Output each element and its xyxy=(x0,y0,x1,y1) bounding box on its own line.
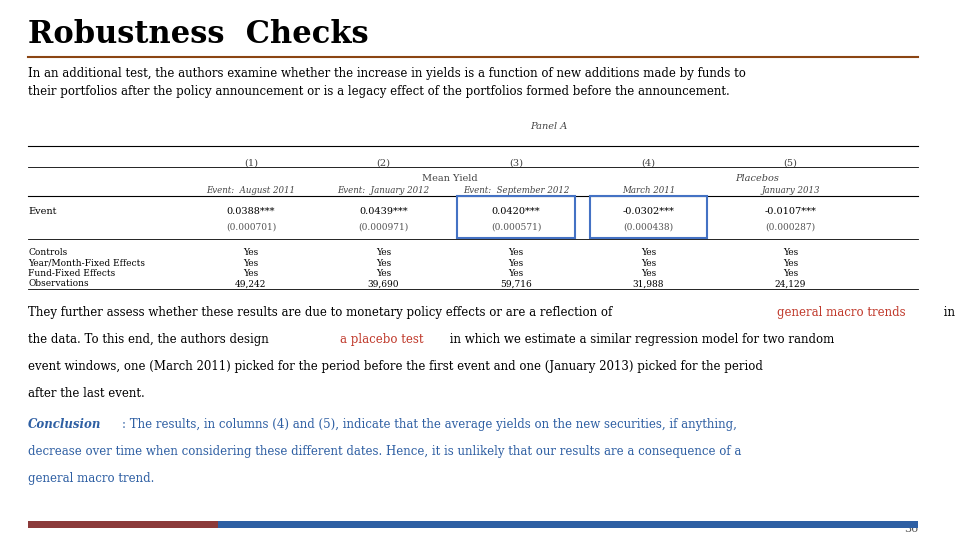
Text: (5): (5) xyxy=(783,158,798,167)
Text: Event: Event xyxy=(29,207,57,216)
Text: 36: 36 xyxy=(904,523,919,534)
Text: Placebos: Placebos xyxy=(735,174,780,184)
Text: (0.000438): (0.000438) xyxy=(623,223,674,232)
Text: Yes: Yes xyxy=(243,248,258,258)
Text: Yes: Yes xyxy=(375,259,391,268)
Text: 59,716: 59,716 xyxy=(500,279,532,288)
Text: Yes: Yes xyxy=(783,248,798,258)
Text: Year/Month-Fixed Effects: Year/Month-Fixed Effects xyxy=(29,259,145,268)
Text: Yes: Yes xyxy=(243,259,258,268)
Text: Event:  September 2012: Event: September 2012 xyxy=(463,186,569,195)
Text: a placebo test: a placebo test xyxy=(340,333,423,346)
Text: 0.0420***: 0.0420*** xyxy=(492,207,540,216)
Text: (1): (1) xyxy=(244,158,258,167)
Text: Yes: Yes xyxy=(641,248,657,258)
Text: 39,690: 39,690 xyxy=(368,279,399,288)
Text: (0.000571): (0.000571) xyxy=(491,223,541,232)
Text: (3): (3) xyxy=(509,158,523,167)
Text: March 2011: March 2011 xyxy=(622,186,675,195)
Text: decrease over time when considering these different dates. Hence, it is unlikely: decrease over time when considering thes… xyxy=(29,445,742,458)
Text: 31,988: 31,988 xyxy=(633,279,664,288)
Text: (0.000287): (0.000287) xyxy=(765,223,816,232)
Text: Mean Yield: Mean Yield xyxy=(421,174,477,184)
Text: Yes: Yes xyxy=(375,248,391,258)
Text: (4): (4) xyxy=(641,158,656,167)
Text: January 2013: January 2013 xyxy=(761,186,820,195)
Text: -0.0107***: -0.0107*** xyxy=(765,207,817,216)
Text: 24,129: 24,129 xyxy=(775,279,806,288)
Text: (0.000701): (0.000701) xyxy=(226,223,276,232)
Text: Conclusion: Conclusion xyxy=(29,418,102,431)
Text: (0.000971): (0.000971) xyxy=(358,223,409,232)
Text: (2): (2) xyxy=(376,158,391,167)
Text: general macro trend.: general macro trend. xyxy=(29,472,155,485)
Text: in which we estimate a similar regression model for two random: in which we estimate a similar regressio… xyxy=(445,333,834,346)
Text: event windows, one (March 2011) picked for the period before the first event and: event windows, one (March 2011) picked f… xyxy=(29,360,763,373)
Text: Event:  August 2011: Event: August 2011 xyxy=(206,186,296,195)
Text: Yes: Yes xyxy=(641,269,657,278)
Text: Yes: Yes xyxy=(509,259,523,268)
Text: : The results, in columns (4) and (5), indicate that the average yields on the n: : The results, in columns (4) and (5), i… xyxy=(122,418,736,431)
Text: Yes: Yes xyxy=(375,269,391,278)
Text: Yes: Yes xyxy=(509,269,523,278)
Text: Event:  January 2012: Event: January 2012 xyxy=(337,186,429,195)
Text: -0.0302***: -0.0302*** xyxy=(623,207,675,216)
Text: Yes: Yes xyxy=(783,259,798,268)
Text: general macro trends: general macro trends xyxy=(777,306,905,319)
Text: in: in xyxy=(941,306,955,319)
Text: after the last event.: after the last event. xyxy=(29,387,145,400)
Text: Controls: Controls xyxy=(29,248,67,258)
Text: Yes: Yes xyxy=(243,269,258,278)
Text: Panel A: Panel A xyxy=(531,122,567,131)
Text: Robustness  Checks: Robustness Checks xyxy=(29,19,369,50)
Bar xyxy=(29,521,218,528)
Text: Yes: Yes xyxy=(783,269,798,278)
Text: They further assess whether these results are due to monetary policy effects or : They further assess whether these result… xyxy=(29,306,616,319)
Text: 49,242: 49,242 xyxy=(235,279,267,288)
Text: Yes: Yes xyxy=(641,259,657,268)
Text: Fund-Fixed Effects: Fund-Fixed Effects xyxy=(29,269,115,278)
Text: Observations: Observations xyxy=(29,279,89,288)
Text: the data. To this end, the authors design: the data. To this end, the authors desig… xyxy=(29,333,273,346)
Bar xyxy=(218,521,919,528)
Text: 0.0439***: 0.0439*** xyxy=(359,207,408,216)
Text: Yes: Yes xyxy=(509,248,523,258)
Text: In an additional test, the authors examine whether the increase in yields is a f: In an additional test, the authors exami… xyxy=(29,68,746,98)
Text: 0.0388***: 0.0388*** xyxy=(227,207,276,216)
